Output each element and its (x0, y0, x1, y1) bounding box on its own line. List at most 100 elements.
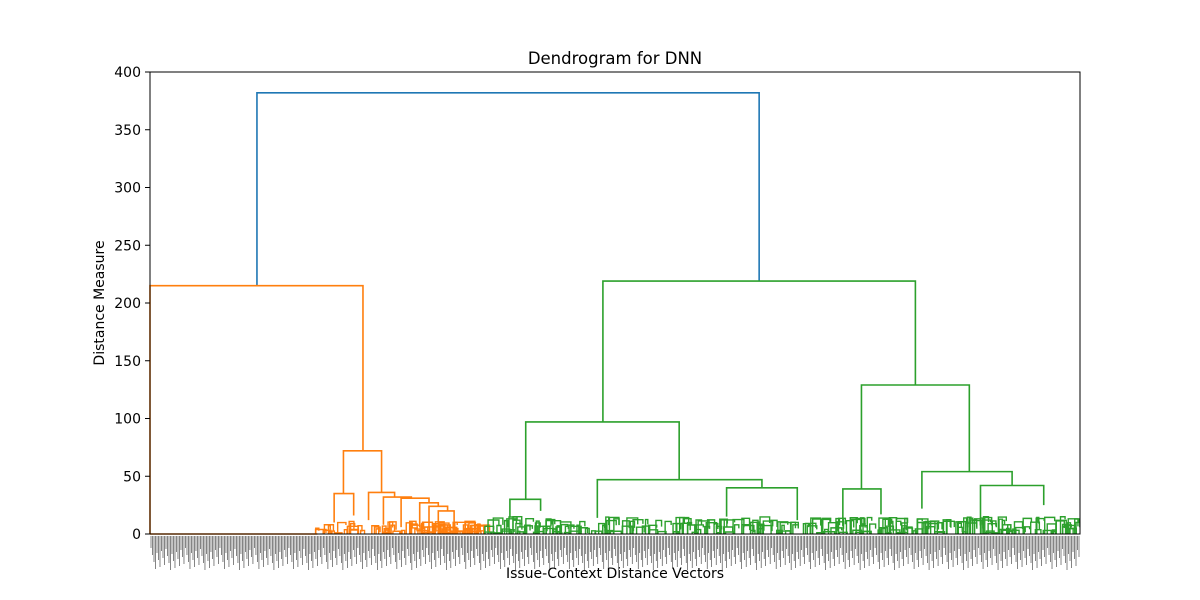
dendrogram-link (597, 522, 606, 534)
dendrogram-link (388, 521, 397, 534)
y-tick-label: 150 (114, 354, 141, 370)
dendrogram-link (525, 518, 535, 534)
dendrogram-link (705, 521, 718, 534)
dendrogram-link (409, 523, 418, 534)
dendrogram-link (657, 530, 667, 534)
dendrogram-link (882, 518, 893, 534)
dendrogram-link (838, 531, 848, 534)
dendrogram-link (965, 522, 978, 534)
y-axis-label: Distance Measure (92, 240, 108, 365)
dendrogram-link (384, 529, 389, 534)
dendrogram-link (410, 524, 421, 534)
y-tick-label: 400 (114, 65, 141, 81)
dendrogram-link (452, 521, 458, 534)
dendrogram-link (781, 524, 785, 534)
dendrogram-link (1050, 529, 1055, 534)
dendrogram-link (997, 516, 1007, 534)
dendrogram-link (916, 521, 925, 534)
dendrogram-link (476, 525, 485, 534)
dendrogram-link (1051, 529, 1056, 534)
dendrogram-link (936, 522, 943, 534)
dendrogram-link (590, 530, 597, 534)
y-axis: 0 50 100 150 200 250 300 350 400 (114, 65, 150, 543)
leaf-tick-labels (150, 536, 1080, 570)
dendrogram-link (349, 522, 356, 534)
dendrogram-link (878, 517, 890, 534)
dendrogram-link (957, 526, 963, 534)
dendrogram-link (1034, 528, 1042, 534)
dendrogram-link (756, 521, 761, 534)
dendrogram-link (694, 524, 705, 534)
dendrogram-link (706, 519, 716, 534)
dendrogram-link (524, 524, 531, 534)
dendrogram-link (682, 518, 692, 534)
dendrogram-link (420, 522, 425, 534)
dendrogram-link (381, 525, 387, 534)
x-axis-label: Issue-Context Distance Vectors (506, 566, 724, 582)
y-tick-label: 350 (114, 123, 141, 139)
dendrogram-link (463, 528, 468, 534)
dendrogram-link (400, 529, 406, 534)
dendrogram-link (732, 518, 745, 534)
dendrogram-link (487, 519, 500, 534)
dendrogram-link (647, 524, 658, 534)
dendrogram-link (605, 516, 610, 534)
dendrogram-link (334, 532, 343, 534)
dendrogram-link (845, 519, 855, 534)
dendrogram-link (552, 530, 561, 534)
dendrogram-link (515, 522, 523, 534)
dendrogram-link (1068, 527, 1074, 534)
dendrogram-link (842, 488, 882, 526)
dendrogram-link (1000, 529, 1010, 534)
dendrogram-link (446, 527, 457, 534)
y-tick-label: 50 (123, 469, 141, 485)
dendrogram-link (779, 531, 783, 534)
dendrogram-link (584, 527, 590, 534)
dendrogram-link (835, 525, 839, 534)
dendrogram-link (979, 484, 1045, 525)
dendrogram-link (418, 502, 440, 528)
dendrogram-link (810, 517, 822, 534)
dendrogram-link (866, 516, 873, 534)
dendrogram-link (752, 519, 759, 534)
dendrogram-link (802, 523, 811, 534)
dendrogram-link (343, 528, 348, 534)
dendrogram-link (434, 521, 445, 534)
dendrogram-link (770, 519, 778, 534)
dendrogram-link (713, 522, 719, 534)
dendrogram-link (719, 518, 729, 534)
dendrogram-link (390, 524, 396, 534)
dendrogram-link (859, 517, 865, 534)
dendrogram-link (725, 486, 799, 521)
dendrogram-link (790, 521, 797, 534)
y-tick-label: 250 (114, 238, 141, 254)
dendrogram-link (686, 524, 698, 534)
dendrogram-link (431, 522, 439, 534)
dendrogram-link (596, 478, 763, 518)
dendrogram-link (439, 523, 446, 534)
dendrogram-link (966, 516, 972, 534)
dendrogram-link (678, 516, 690, 534)
dendrogram-link (534, 525, 539, 534)
dendrogram-link (375, 528, 380, 534)
dendrogram-link (716, 532, 722, 534)
dendrogram-link (635, 526, 645, 534)
dendrogram-link (777, 521, 789, 534)
dendrogram-link (559, 521, 572, 534)
dendrogram-link (400, 497, 430, 528)
dendrogram-link (551, 528, 557, 534)
dendrogram-link (608, 516, 620, 534)
dendrogram-link (564, 525, 570, 534)
dendrogram-link (861, 530, 871, 534)
dendrogram-link (570, 525, 582, 534)
dendrogram-links (149, 91, 1081, 535)
dendrogram-link (641, 525, 651, 534)
y-tick-label: 200 (114, 296, 141, 312)
dendrogram-link (1012, 528, 1017, 534)
dendrogram-link (569, 530, 582, 534)
dendrogram-link (691, 531, 698, 534)
dendrogram-link (1022, 517, 1033, 534)
dendrogram-link (506, 518, 518, 534)
dendrogram-link (927, 522, 940, 534)
